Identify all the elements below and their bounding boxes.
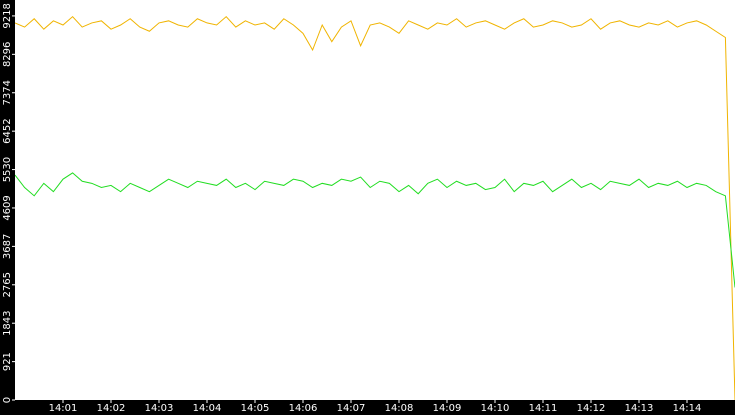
x-tick-label: 14:09 — [433, 403, 462, 414]
x-tick-label: 14:11 — [529, 403, 558, 414]
x-tick-label: 14:14 — [673, 403, 702, 414]
y-tick-label: 3687 — [2, 234, 13, 259]
x-axis-strip — [0, 400, 735, 415]
y-tick-label: 7374 — [2, 80, 13, 105]
x-tick-label: 14:04 — [193, 403, 222, 414]
y-tick-label: 9218 — [2, 3, 13, 28]
x-tick-label: 14:02 — [97, 403, 126, 414]
y-tick-label: 0 — [2, 397, 13, 403]
y-tick-label: 1843 — [2, 310, 13, 335]
y-tick-label: 4609 — [2, 195, 13, 220]
series-line — [15, 172, 735, 288]
x-tick-label: 14:05 — [241, 403, 270, 414]
x-tick-label: 14:10 — [481, 403, 510, 414]
series-line — [15, 15, 735, 400]
y-tick-label: 5530 — [2, 157, 13, 182]
x-tick-label: 14:01 — [49, 403, 78, 414]
y-tick-label: 921 — [2, 352, 13, 371]
y-tick-label: 2765 — [2, 272, 13, 297]
y-tick-label: 8296 — [2, 42, 13, 67]
x-tick-label: 14:07 — [337, 403, 366, 414]
x-tick-label: 14:13 — [625, 403, 654, 414]
x-tick-label: 14:06 — [289, 403, 318, 414]
x-tick-label: 14:12 — [577, 403, 606, 414]
y-axis-strip — [0, 0, 15, 415]
y-tick-label: 6452 — [2, 118, 13, 143]
x-tick-label: 14:08 — [385, 403, 414, 414]
x-tick-label: 14:03 — [145, 403, 174, 414]
